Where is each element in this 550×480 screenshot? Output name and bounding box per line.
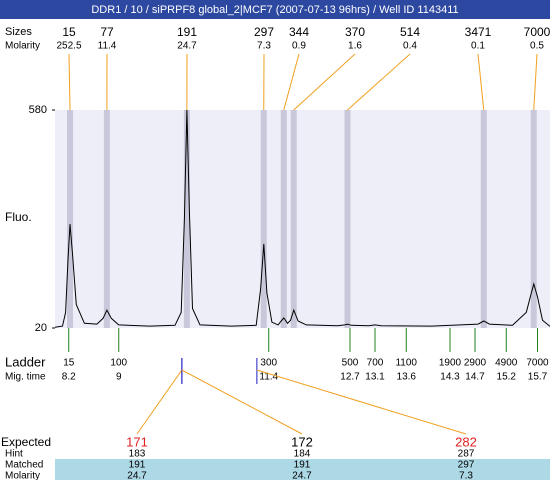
chart-title: DDR1 / 10 / siPRPF8 global_2|MCF7 (2007-… <box>91 4 458 16</box>
y-tick-label: 20 <box>35 322 47 334</box>
peak-size: 297 <box>254 25 274 39</box>
expected-leader <box>256 369 467 435</box>
ladder-size: 100 <box>110 358 127 369</box>
ladder-time: 9 <box>116 372 122 383</box>
peak-band <box>290 110 297 328</box>
peak-leader <box>293 53 356 111</box>
table-cell: 282 <box>455 434 477 449</box>
ladder-size: 300 <box>260 358 277 369</box>
peak-size-header: Sizes <box>5 26 32 38</box>
table-cell: 191 <box>294 460 311 471</box>
y-axis-label: Fluo. <box>5 210 32 224</box>
peak-leader <box>533 53 538 111</box>
peak-molarity: 0.1 <box>471 41 485 52</box>
peak-size: 191 <box>177 25 197 39</box>
table-cell: 171 <box>126 434 148 449</box>
ladder-time: 13.6 <box>397 372 417 383</box>
mig-time-header: Mig. time <box>5 372 46 383</box>
peak-size: 370 <box>345 25 365 39</box>
table-cell: 7.3 <box>459 471 473 480</box>
ladder-size: 1900 <box>439 358 462 369</box>
table-cell: 184 <box>294 449 311 460</box>
table-cell: 24.7 <box>292 471 312 480</box>
peak-molarity: 0.4 <box>403 41 417 52</box>
ladder-time: 8.2 <box>62 372 76 383</box>
peak-molarity-header: Molarity <box>5 41 40 52</box>
peak-molarity: 24.7 <box>177 41 197 52</box>
ladder-time: 14.7 <box>465 372 485 383</box>
peak-molarity: 252.5 <box>56 41 81 52</box>
ladder-size: 500 <box>342 358 359 369</box>
peak-molarity: 7.3 <box>257 41 271 52</box>
peak-size: 3471 <box>465 25 492 39</box>
ladder-size: 2900 <box>464 358 487 369</box>
row-label: Hint <box>5 449 23 460</box>
peak-molarity: 0.5 <box>530 41 544 52</box>
highlight-row <box>55 459 550 480</box>
peak-band <box>480 110 487 328</box>
peak-band <box>530 110 537 328</box>
peak-leader <box>477 53 485 111</box>
ladder-time: 15.7 <box>528 372 548 383</box>
table-cell: 191 <box>129 460 146 471</box>
ladder-header: Ladder <box>5 354 46 369</box>
ladder-time: 14.3 <box>440 372 460 383</box>
ladder-size: 1100 <box>395 358 417 369</box>
peak-size: 344 <box>289 25 309 39</box>
peak-leader <box>347 53 411 111</box>
plot-area <box>55 110 550 328</box>
peak-size: 77 <box>100 25 114 39</box>
ladder-time: 15.2 <box>497 372 517 383</box>
peak-band <box>67 110 73 328</box>
peak-band <box>103 110 110 328</box>
ladder-size: 700 <box>367 358 384 369</box>
table-cell: 172 <box>291 434 313 449</box>
peak-band <box>183 110 190 328</box>
table-cell: 183 <box>129 449 146 460</box>
peak-molarity: 0.9 <box>292 41 306 52</box>
peak-molarity: 1.6 <box>348 41 362 52</box>
ladder-time: 11.4 <box>259 372 278 383</box>
table-cell: 297 <box>458 460 475 471</box>
title-bar <box>0 0 550 19</box>
row-label: Molarity <box>5 471 40 480</box>
ladder-size: 4900 <box>495 358 518 369</box>
row-label: Expected <box>1 435 51 449</box>
peak-band <box>280 110 287 328</box>
ladder-time: 12.7 <box>340 372 360 383</box>
y-tick-label: 580 <box>29 104 47 116</box>
ladder-time: 13.1 <box>365 372 385 383</box>
peak-band <box>344 110 351 328</box>
peak-band <box>260 110 267 328</box>
peak-size: 7000 <box>524 25 550 39</box>
ladder-size: 15 <box>63 358 75 369</box>
row-label: Matched <box>5 460 43 471</box>
peak-size: 15 <box>62 25 76 39</box>
peak-leader <box>68 53 71 111</box>
peak-molarity: 11.4 <box>98 41 117 52</box>
peak-leader <box>283 53 300 111</box>
table-cell: 287 <box>458 449 475 460</box>
peak-size: 514 <box>400 25 420 39</box>
trace <box>54 109 550 328</box>
table-cell: 24.7 <box>127 471 147 480</box>
expected-leader <box>181 369 303 435</box>
ladder-size: 7000 <box>526 358 549 369</box>
expected-leader <box>136 369 183 435</box>
